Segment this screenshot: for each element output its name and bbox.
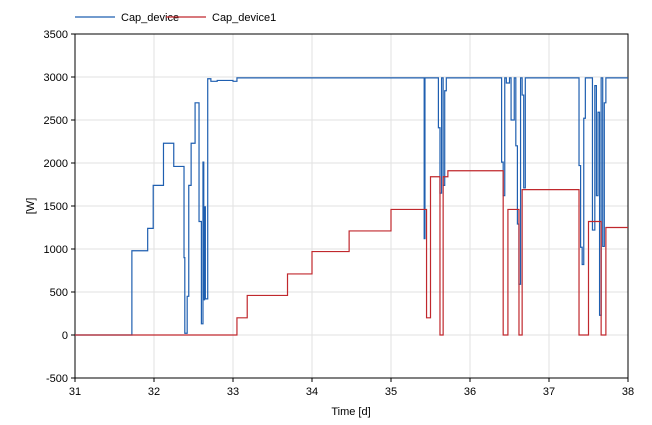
y-tick-label: 2000	[44, 158, 68, 170]
series-line-cap-device	[75, 77, 628, 336]
y-tick-label: 1000	[44, 244, 68, 256]
series-lines	[75, 77, 628, 336]
y-tick-label: 3500	[44, 29, 68, 41]
x-tick-label: 38	[622, 386, 634, 398]
y-tick-label: 0	[62, 330, 68, 342]
x-tick-label: 32	[148, 386, 160, 398]
x-tick-label: 31	[69, 386, 81, 398]
y-axis-label: [W]	[25, 198, 37, 215]
y-tick-label: 3000	[44, 72, 68, 84]
y-tick-label: 2500	[44, 115, 68, 127]
legend: Cap_device Cap_device1	[75, 12, 276, 24]
x-tick-label: 33	[227, 386, 239, 398]
series-line-cap-device1	[75, 170, 628, 336]
x-axis-label: Time [d]	[331, 406, 370, 418]
x-tick-label: 34	[306, 386, 318, 398]
y-tick-label: 500	[50, 287, 68, 299]
grid	[74, 33, 629, 379]
y-tick-label: 1500	[44, 201, 68, 213]
axis-ticks: 31 32 33 34 35 36 37 38 -500 0 500 1000 1500 2000 2500…	[44, 29, 635, 398]
y-tick-label: -500	[46, 373, 68, 385]
x-tick-label: 35	[385, 386, 397, 398]
x-tick-label: 36	[464, 386, 476, 398]
x-tick-label: 37	[543, 386, 555, 398]
legend-label-cap-device: Cap_device	[121, 12, 179, 24]
legend-label-cap-device1: Cap_device1	[212, 12, 276, 24]
